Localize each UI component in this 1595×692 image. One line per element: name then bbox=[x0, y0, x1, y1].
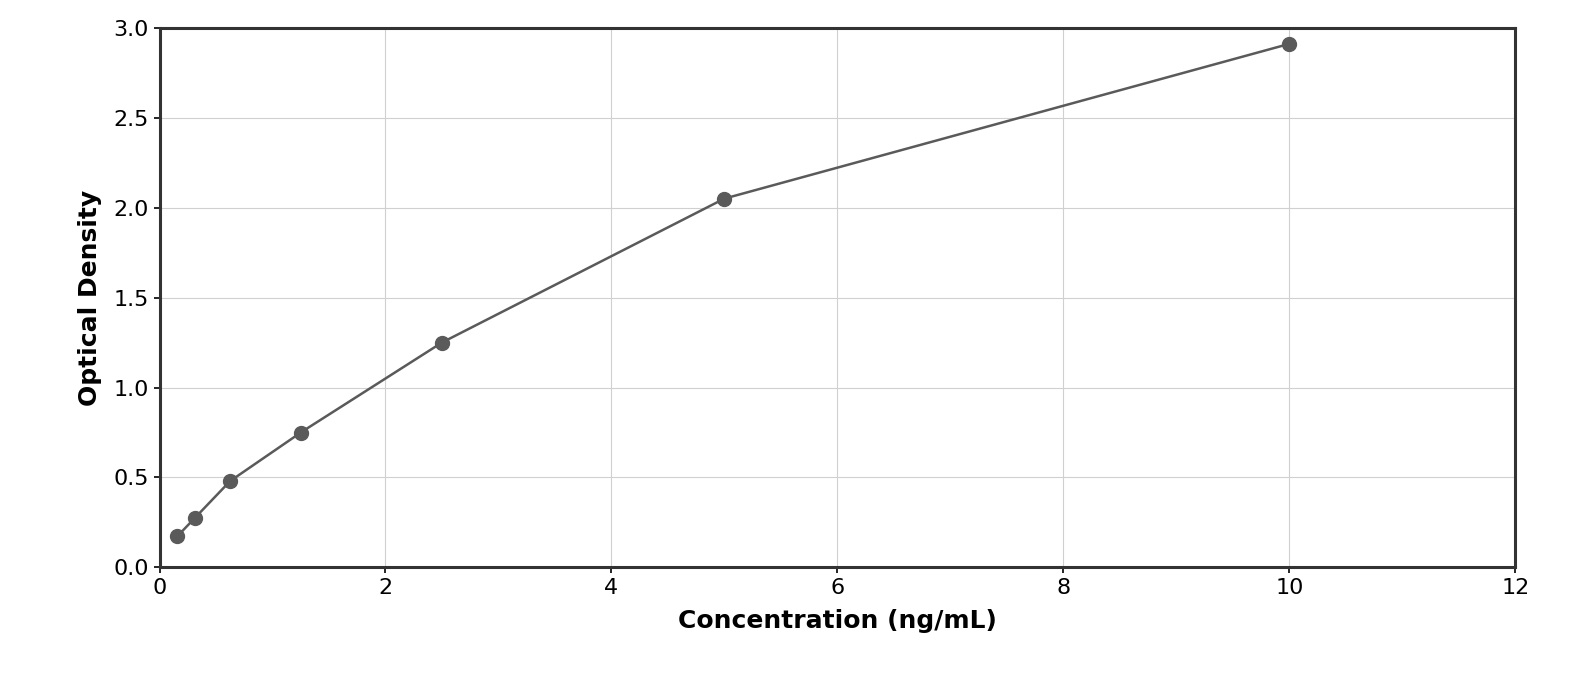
X-axis label: Concentration (ng/mL): Concentration (ng/mL) bbox=[678, 609, 997, 633]
Point bbox=[289, 427, 314, 438]
Point bbox=[429, 337, 455, 348]
Point bbox=[164, 531, 190, 542]
Point bbox=[1276, 38, 1302, 49]
Point bbox=[217, 475, 242, 486]
Point bbox=[182, 512, 207, 524]
Point bbox=[711, 193, 737, 204]
Y-axis label: Optical Density: Optical Density bbox=[78, 190, 102, 406]
